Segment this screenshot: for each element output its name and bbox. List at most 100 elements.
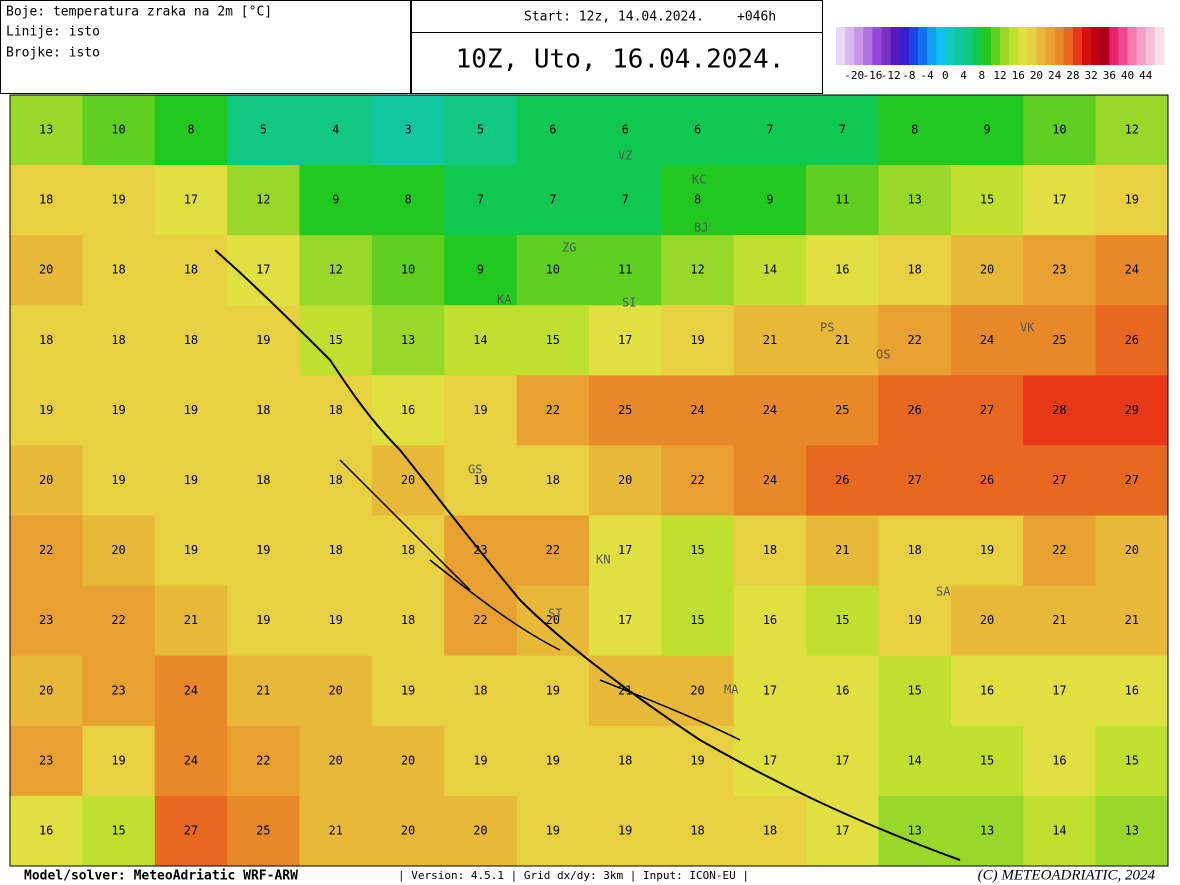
colorbar-tick-label: 28	[1066, 69, 1079, 82]
temperature-cell	[516, 725, 590, 797]
temperature-label: 19	[256, 613, 270, 627]
temperature-cell	[589, 165, 662, 236]
temperature-cell	[516, 375, 590, 446]
temperature-label: 18	[763, 543, 777, 557]
temperature-label: 17	[763, 753, 777, 767]
temperature-cell	[299, 725, 373, 797]
city-label: MA	[724, 683, 739, 697]
colorbar-tick-label: 0	[942, 69, 949, 82]
temperature-label: 19	[546, 753, 560, 767]
footer-copyright: (C) METEOADRIATIC, 2024	[978, 867, 1156, 883]
temperature-cell	[1023, 235, 1097, 306]
temperature-cell	[733, 585, 807, 657]
temperature-cell	[154, 95, 228, 166]
temperature-label: 17	[618, 613, 632, 627]
temperature-cell	[661, 445, 735, 517]
temperature-cell	[878, 235, 952, 306]
temperature-cell	[950, 445, 1024, 517]
temperature-cell	[299, 795, 373, 867]
temperature-label: 9	[332, 193, 339, 207]
temperature-label: 15	[111, 823, 125, 837]
temperature-cell	[227, 515, 300, 587]
temperature-cell	[950, 655, 1024, 727]
temperature-cell	[82, 795, 156, 867]
temperature-label: 10	[401, 263, 415, 277]
temperature-label: 19	[39, 403, 53, 417]
temperature-label: 20	[1125, 543, 1139, 557]
colorbar-swatch	[899, 27, 910, 65]
temperature-label: 18	[39, 333, 53, 347]
city-label: GS	[468, 463, 482, 477]
colorbar-swatch	[1145, 27, 1156, 65]
colorbar-tick-label: 4	[960, 69, 967, 82]
temperature-cell	[371, 235, 445, 306]
temperature-cell	[10, 515, 83, 587]
colorbar-swatch	[1118, 27, 1129, 65]
temperature-cell	[10, 95, 83, 166]
temperature-label: 19	[546, 823, 560, 837]
colorbar-swatch	[908, 27, 919, 65]
temperature-label: 25	[1052, 333, 1066, 347]
temperature-cell	[371, 655, 445, 727]
temperature-label: 16	[1052, 753, 1066, 767]
legend-line: Brojke: isto	[6, 46, 100, 61]
temperature-cell	[806, 235, 879, 306]
colorbar-swatch	[945, 27, 955, 65]
colorbar-swatch	[1009, 27, 1019, 65]
temperature-label: 22	[546, 403, 560, 417]
colorbar-swatch	[918, 27, 928, 65]
colorbar-swatch	[1018, 27, 1028, 65]
colorbar-swatch	[1127, 27, 1138, 65]
temperature-label: 25	[256, 823, 270, 837]
temperature-cell	[661, 795, 735, 867]
temperature-cell	[299, 165, 373, 236]
temperature-label: 21	[328, 823, 342, 837]
temperature-cell	[589, 795, 662, 867]
temperature-cell	[950, 95, 1024, 166]
temperature-label: 21	[835, 543, 849, 557]
temperature-label: 19	[907, 613, 921, 627]
temperature-label: 18	[907, 543, 921, 557]
colorbar-swatch	[936, 27, 946, 65]
city-label: ST	[548, 607, 562, 621]
temperature-cell	[444, 165, 518, 236]
temperature-label: 20	[401, 753, 415, 767]
temperature-cell	[589, 585, 662, 657]
temperature-label: 13	[907, 193, 921, 207]
city-label: PS	[820, 321, 834, 335]
temperature-cell	[878, 585, 952, 657]
temperature-cell	[589, 305, 662, 376]
temperature-cell	[1095, 585, 1169, 657]
temperature-label: 6	[549, 123, 556, 137]
colorbar-swatch	[1109, 27, 1119, 65]
temperature-cell	[950, 305, 1024, 376]
temperature-cell	[806, 165, 879, 236]
colorbar-tick-label: -16	[863, 69, 883, 82]
temperature-label: 14	[763, 263, 777, 277]
temperature-cell	[661, 375, 735, 446]
temperature-label: 24	[763, 403, 777, 417]
temperature-cell	[806, 795, 879, 867]
colorbar-tick-label: 20	[1030, 69, 1043, 82]
temperature-label: 7	[766, 123, 773, 137]
temperature-label: 22	[256, 753, 270, 767]
temperature-label: 16	[980, 683, 994, 697]
temperature-label: 9	[477, 263, 484, 277]
temperature-label: 18	[184, 263, 198, 277]
temperature-label: 19	[184, 403, 198, 417]
temperature-label: 15	[1125, 753, 1139, 767]
colorbar-swatch	[927, 27, 937, 65]
temperature-cell	[1095, 235, 1169, 306]
temperature-label: 16	[1125, 683, 1139, 697]
temperature-cell	[661, 165, 735, 236]
temperature-label: 27	[184, 823, 198, 837]
colorbar-tick-label: 40	[1121, 69, 1134, 82]
temperature-label: 17	[618, 543, 632, 557]
temperature-cell	[806, 305, 879, 376]
temperature-cell	[299, 95, 373, 166]
temperature-cell	[806, 95, 879, 166]
temperature-label: 21	[184, 613, 198, 627]
colorbar-swatch	[854, 27, 864, 65]
city-label: VK	[1020, 321, 1035, 335]
